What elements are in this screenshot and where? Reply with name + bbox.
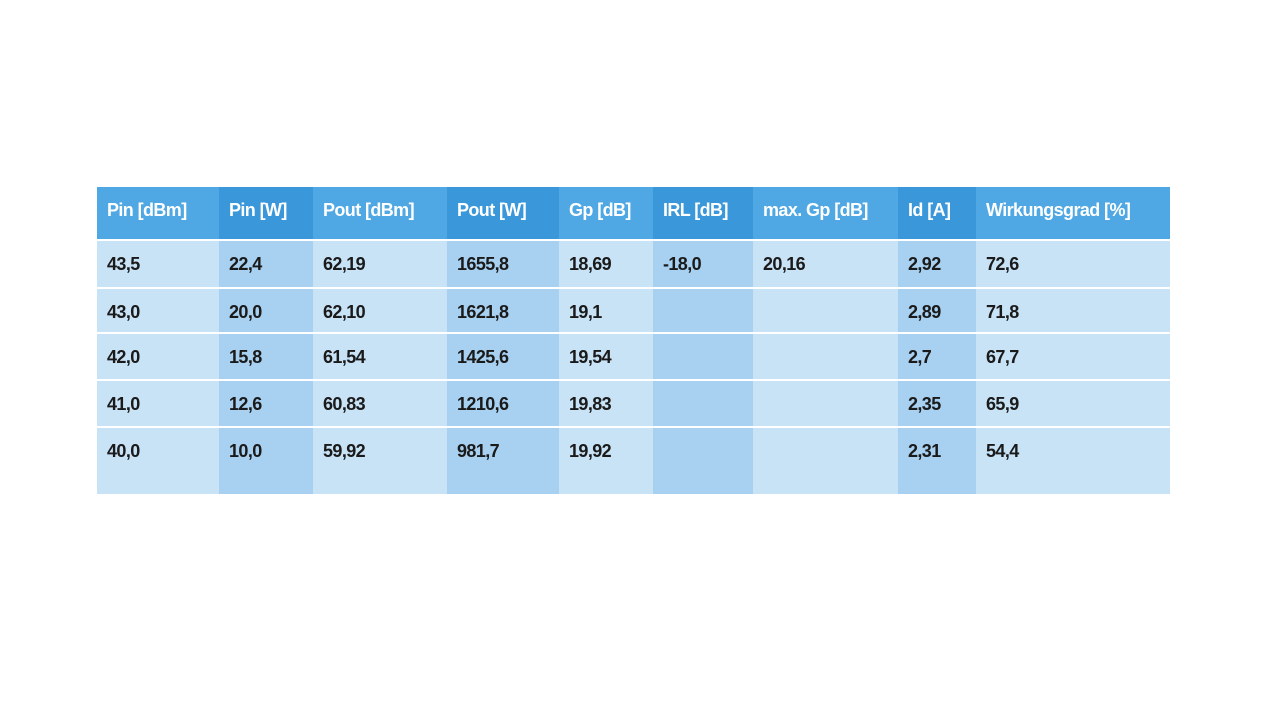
table-row: 43,0 20,0 62,10 1621,8 19,1 2,89 71,8 — [97, 287, 1170, 333]
table-row: 42,0 15,8 61,54 1425,6 19,54 2,7 67,7 — [97, 332, 1170, 380]
table-cell — [753, 379, 898, 427]
table-cell — [653, 379, 753, 427]
table-cell — [753, 426, 898, 494]
table-cell: -18,0 — [653, 239, 753, 288]
table-cell — [753, 287, 898, 333]
table-cell: 62,10 — [313, 287, 447, 333]
table-cell: 40,0 — [97, 426, 219, 494]
table-cell — [653, 287, 753, 333]
header-cell: Pin [W] — [219, 187, 313, 240]
table-cell: 42,0 — [97, 332, 219, 380]
table-cell — [653, 426, 753, 494]
table-cell: 2,35 — [898, 379, 976, 427]
header-cell: Pout [W] — [447, 187, 559, 240]
table-cell: 19,92 — [559, 426, 653, 494]
table-cell: 1621,8 — [447, 287, 559, 333]
table-cell: 62,19 — [313, 239, 447, 288]
table-cell: 43,5 — [97, 239, 219, 288]
table-row: 40,0 10,0 59,92 981,7 19,92 2,31 54,4 — [97, 426, 1170, 494]
table-cell: 2,89 — [898, 287, 976, 333]
table-cell: 2,7 — [898, 332, 976, 380]
table-row: 41,0 12,6 60,83 1210,6 19,83 2,35 65,9 — [97, 379, 1170, 427]
table-cell: 54,4 — [976, 426, 1170, 494]
table-row: 43,5 22,4 62,19 1655,8 18,69 -18,0 20,16 2,92 72… — [97, 239, 1170, 288]
table-cell: 10,0 — [219, 426, 313, 494]
table-cell: 12,6 — [219, 379, 313, 427]
table-cell: 20,0 — [219, 287, 313, 333]
table-cell: 61,54 — [313, 332, 447, 380]
table-cell: 71,8 — [976, 287, 1170, 333]
table-cell: 15,8 — [219, 332, 313, 380]
table-cell: 67,7 — [976, 332, 1170, 380]
table-cell: 43,0 — [97, 287, 219, 333]
table-cell: 60,83 — [313, 379, 447, 427]
table-cell: 65,9 — [976, 379, 1170, 427]
table-body: 43,5 22,4 62,19 1655,8 18,69 -18,0 20,16 2,92 72… — [97, 239, 1170, 494]
header-cell: Gp [dB] — [559, 187, 653, 240]
table-cell: 19,83 — [559, 379, 653, 427]
table-cell: 1210,6 — [447, 379, 559, 427]
data-table: Pin [dBm] Pin [W] Pout [dBm] Pout [W] Gp [dB… — [97, 187, 1170, 494]
table-cell: 72,6 — [976, 239, 1170, 288]
header-cell: Id [A] — [898, 187, 976, 240]
table-cell — [753, 332, 898, 380]
header-cell: IRL [dB] — [653, 187, 753, 240]
table-cell: 22,4 — [219, 239, 313, 288]
table-cell: 41,0 — [97, 379, 219, 427]
header-cell: Pout [dBm] — [313, 187, 447, 240]
header-cell: max. Gp [dB] — [753, 187, 898, 240]
header-cell: Pin [dBm] — [97, 187, 219, 240]
table-cell: 19,1 — [559, 287, 653, 333]
table-cell: 1655,8 — [447, 239, 559, 288]
table-cell: 59,92 — [313, 426, 447, 494]
table-cell: 2,92 — [898, 239, 976, 288]
table-cell: 18,69 — [559, 239, 653, 288]
table-cell: 981,7 — [447, 426, 559, 494]
table-cell: 20,16 — [753, 239, 898, 288]
header-cell: Wirkungsgrad [%] — [976, 187, 1170, 240]
table-cell: 2,31 — [898, 426, 976, 494]
table-container: Pin [dBm] Pin [W] Pout [dBm] Pout [W] Gp [dB… — [97, 187, 1170, 494]
header-row: Pin [dBm] Pin [W] Pout [dBm] Pout [W] Gp [dB… — [97, 187, 1170, 240]
table-cell: 19,54 — [559, 332, 653, 380]
table-cell: 1425,6 — [447, 332, 559, 380]
table-cell — [653, 332, 753, 380]
